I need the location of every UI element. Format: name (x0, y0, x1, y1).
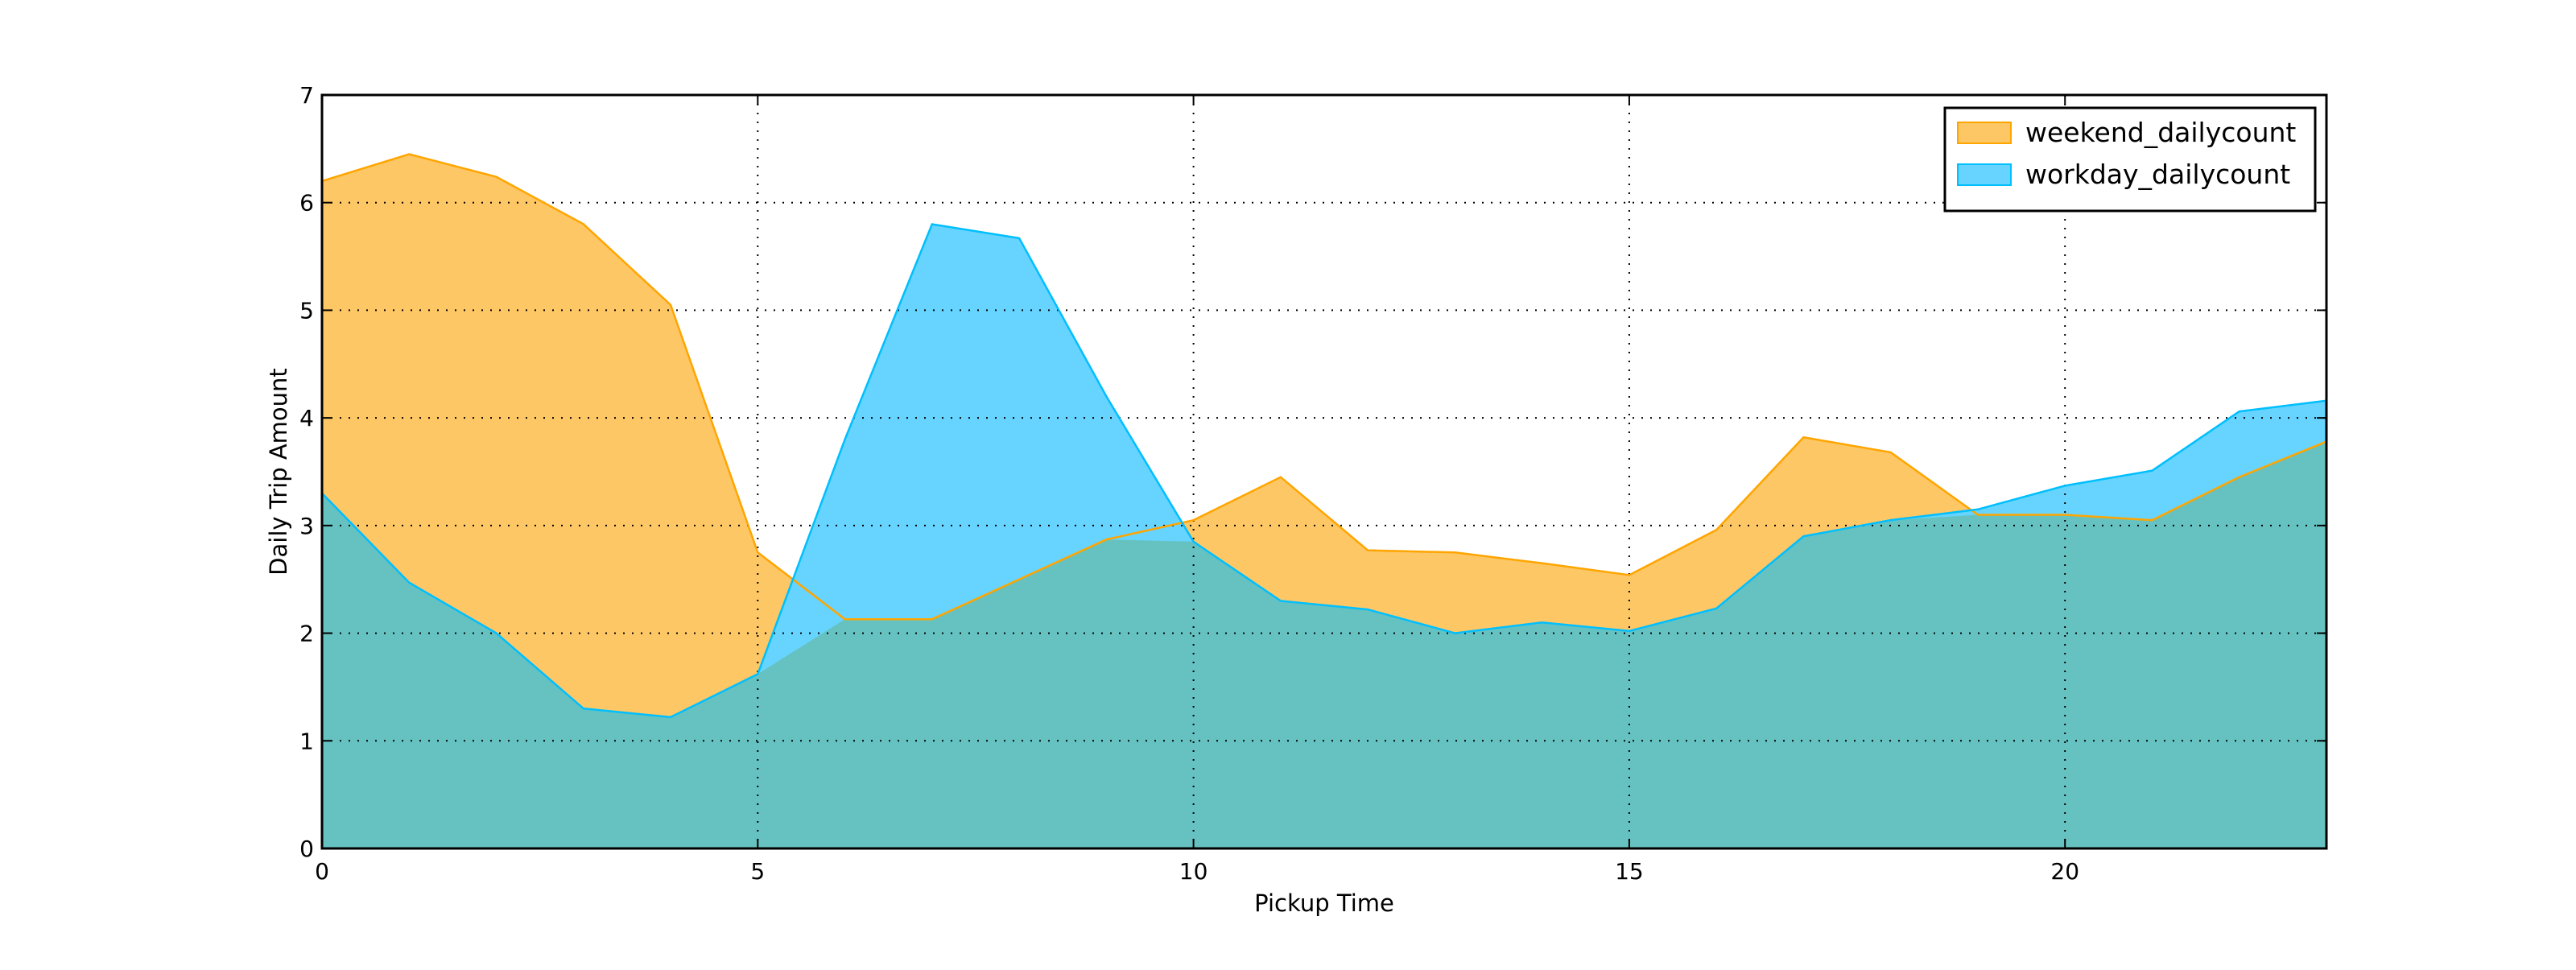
y-tick-label: 0 (299, 836, 314, 862)
series-line-workday (321, 223, 2327, 719)
y-tick-label: 3 (299, 513, 314, 539)
y-tick-label: 5 (299, 297, 314, 324)
legend: weekend_dailycount workday_dailycount (1943, 106, 2317, 213)
x-tick-label: 10 (1179, 858, 1208, 885)
y-tick-label: 4 (299, 405, 314, 431)
area-fill-overlap (322, 441, 2326, 848)
y-axis-title: Daily Trip Amount (265, 368, 292, 576)
x-tick-label: 0 (315, 858, 329, 885)
axis-ticks: 0 5 10 15 20 0 1 2 3 4 5 6 7 (299, 82, 2326, 885)
legend-swatch-workday (1957, 163, 2012, 186)
y-tick-label: 7 (299, 82, 314, 109)
legend-label-workday: workday_dailycount (2025, 159, 2290, 190)
y-tick-label: 6 (299, 190, 314, 217)
series-lines (321, 153, 2327, 719)
x-tick-label: 15 (1615, 858, 1644, 885)
y-tick-label: 1 (299, 728, 314, 754)
legend-swatch-weekend (1957, 122, 2012, 144)
x-tick-label: 20 (2050, 858, 2079, 885)
series-line-weekend (321, 153, 2327, 621)
area-fills (322, 154, 2326, 849)
plot-frame (320, 93, 2328, 850)
x-axis-title: Pickup Time (1254, 890, 1394, 917)
legend-label-weekend: weekend_dailycount (2025, 117, 2296, 148)
y-tick-label: 2 (299, 621, 314, 647)
x-tick-label: 5 (750, 858, 765, 885)
grid-lines (322, 95, 2326, 848)
